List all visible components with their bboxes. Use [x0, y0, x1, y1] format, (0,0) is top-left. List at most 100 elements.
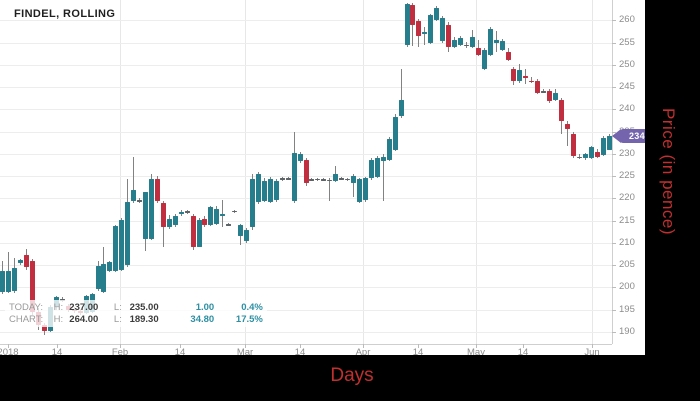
candle[interactable] [6, 271, 12, 292]
candle[interactable] [196, 219, 202, 247]
candle[interactable] [202, 218, 208, 226]
candle[interactable] [529, 80, 535, 83]
candle[interactable] [452, 40, 458, 47]
candle[interactable] [190, 216, 196, 247]
candle[interactable] [505, 51, 511, 61]
candle[interactable] [606, 135, 612, 150]
candle[interactable] [339, 178, 345, 180]
candle[interactable] [220, 213, 226, 217]
candle[interactable] [315, 178, 321, 181]
candle[interactable] [95, 266, 101, 290]
x-tick-label: Feb [111, 347, 129, 355]
candle[interactable] [297, 153, 303, 161]
candle[interactable] [345, 178, 351, 181]
candle[interactable] [0, 271, 6, 292]
candle[interactable] [285, 178, 291, 180]
candle[interactable] [362, 178, 368, 201]
candle[interactable] [18, 259, 24, 263]
candle[interactable] [428, 15, 434, 43]
candle[interactable] [59, 299, 65, 301]
candle[interactable] [576, 156, 582, 159]
candle[interactable] [553, 93, 559, 100]
candle[interactable] [208, 207, 214, 226]
candle[interactable] [511, 68, 517, 82]
candle[interactable] [440, 18, 446, 42]
candle[interactable] [107, 262, 113, 271]
candle[interactable] [303, 160, 309, 183]
candle[interactable] [588, 146, 594, 159]
candle[interactable] [475, 48, 481, 55]
candle[interactable] [178, 212, 184, 215]
candle[interactable] [24, 255, 30, 268]
candle[interactable] [154, 178, 160, 202]
candle[interactable] [594, 151, 600, 157]
candle[interactable] [517, 69, 523, 82]
candle[interactable] [160, 202, 166, 227]
candle[interactable] [487, 28, 493, 55]
candlestick-plot[interactable] [0, 0, 613, 345]
candle[interactable] [523, 76, 529, 79]
candle[interactable] [386, 138, 392, 160]
candle[interactable] [172, 216, 178, 226]
candle[interactable] [273, 180, 279, 201]
candle[interactable] [131, 190, 137, 201]
candle[interactable] [238, 225, 244, 237]
candle[interactable] [457, 38, 463, 45]
candle[interactable] [564, 123, 570, 130]
candle[interactable] [434, 8, 440, 20]
y-tick-mark [612, 309, 616, 311]
candle[interactable] [137, 200, 143, 202]
candle[interactable] [558, 99, 564, 122]
candle[interactable] [267, 179, 273, 202]
candle[interactable] [351, 176, 357, 183]
candle[interactable] [547, 91, 553, 102]
candle[interactable] [309, 179, 315, 181]
candle[interactable] [535, 81, 541, 93]
today-change: 1.00 [195, 302, 215, 313]
candle[interactable] [255, 174, 261, 203]
candle[interactable] [250, 178, 256, 228]
candle[interactable] [42, 325, 48, 332]
candle[interactable] [166, 218, 172, 227]
candle[interactable] [493, 40, 499, 43]
candle[interactable] [374, 158, 380, 178]
candle[interactable] [119, 219, 125, 270]
candle[interactable] [446, 24, 452, 48]
candle[interactable] [333, 174, 339, 181]
candle[interactable] [398, 99, 404, 117]
candle[interactable] [356, 178, 362, 202]
candle[interactable] [327, 179, 333, 182]
candle[interactable] [101, 263, 107, 292]
candle[interactable] [244, 229, 250, 241]
candle[interactable] [392, 116, 398, 150]
candle[interactable] [226, 224, 232, 226]
candle[interactable] [279, 178, 285, 180]
gridline [0, 131, 612, 133]
candle[interactable] [463, 44, 469, 46]
candle[interactable] [541, 91, 547, 93]
candle[interactable] [143, 192, 149, 240]
candle[interactable] [416, 21, 422, 37]
candle[interactable] [380, 156, 386, 161]
candle[interactable] [125, 202, 131, 266]
candle[interactable] [469, 36, 475, 48]
candle[interactable] [499, 41, 505, 50]
candle[interactable] [12, 267, 18, 292]
candle[interactable] [600, 138, 606, 155]
candle[interactable] [232, 210, 238, 213]
candle[interactable] [214, 209, 220, 224]
candle[interactable] [149, 178, 154, 239]
candle[interactable] [113, 226, 119, 271]
candle[interactable] [404, 3, 410, 45]
candle[interactable] [422, 32, 428, 34]
candle[interactable] [291, 152, 297, 201]
candle[interactable] [582, 154, 588, 159]
candle[interactable] [410, 4, 416, 26]
candle[interactable] [30, 260, 36, 312]
candle[interactable] [261, 180, 267, 201]
candle[interactable] [184, 211, 190, 213]
candle[interactable] [481, 49, 487, 70]
candle[interactable] [368, 160, 374, 179]
candle[interactable] [570, 134, 576, 157]
candle[interactable] [321, 179, 327, 181]
